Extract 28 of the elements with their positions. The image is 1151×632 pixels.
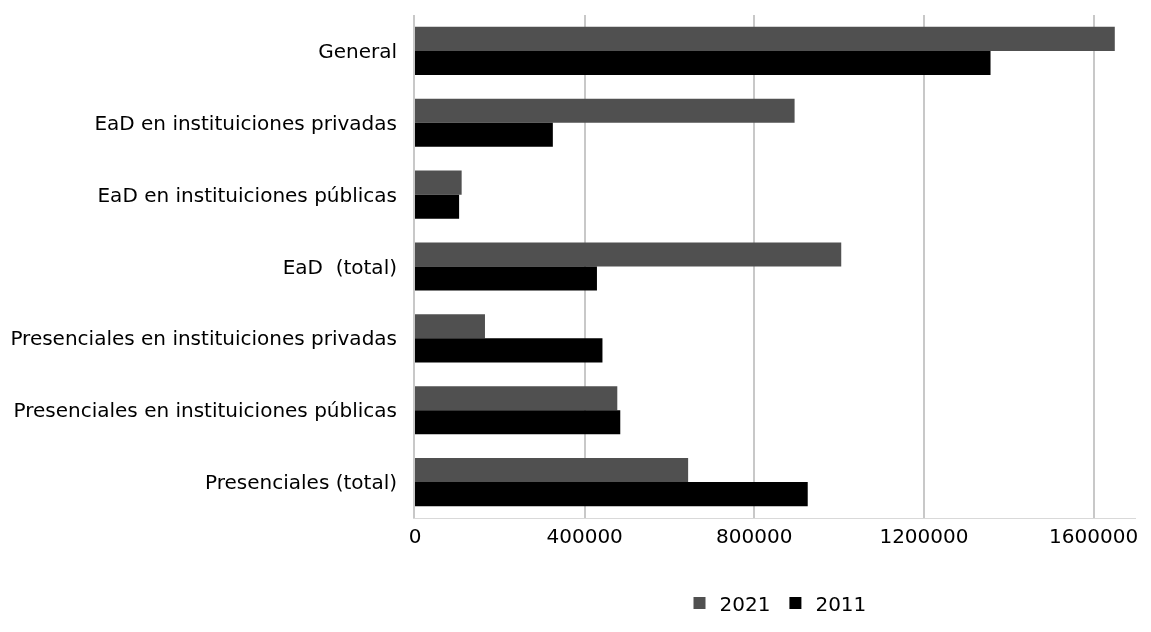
y-tick-label: EaD (total) <box>282 254 397 279</box>
legend-label: 2011 <box>815 591 867 616</box>
x-tick-label: 400000 <box>546 524 623 548</box>
y-tick-label: Presenciales en instituiciones privadas <box>10 326 397 351</box>
x-tick-label: 0 <box>408 524 422 548</box>
y-tick-label: General <box>318 38 397 63</box>
bar <box>415 410 621 435</box>
bar <box>415 242 842 267</box>
bar <box>415 194 460 219</box>
y-tick-label: Presenciales (total) <box>205 470 397 495</box>
bar <box>415 170 462 195</box>
y-tick-label: EaD en instituiciones públicas <box>97 182 397 207</box>
bar <box>415 338 603 363</box>
bar <box>415 482 808 507</box>
x-tick-label: 800000 <box>716 524 793 548</box>
x-tick-label: 1600000 <box>1049 524 1139 548</box>
bar <box>415 26 1115 51</box>
bar <box>415 50 991 75</box>
legend-label: 2021 <box>719 591 771 616</box>
bar <box>415 314 485 339</box>
bar <box>415 98 795 123</box>
bar <box>415 458 689 483</box>
x-tick-label: 1200000 <box>879 524 969 548</box>
y-tick-label: EaD en instituiciones privadas <box>94 110 397 135</box>
y-tick-label: Presenciales en instituiciones públicas <box>13 398 397 423</box>
bar <box>415 266 597 291</box>
bar <box>415 386 618 411</box>
bar <box>415 122 553 147</box>
